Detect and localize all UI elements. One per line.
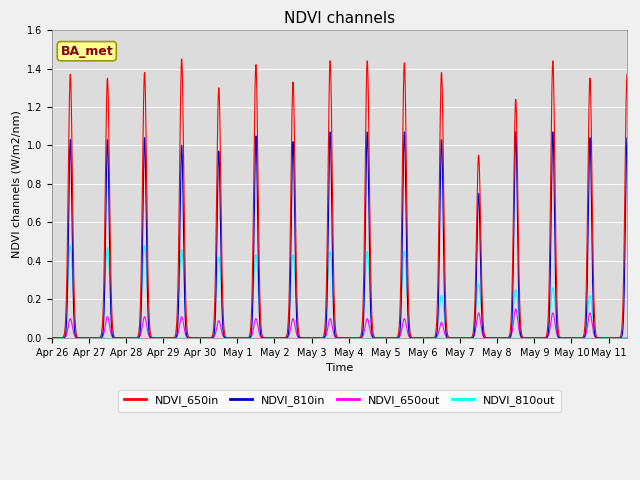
- NDVI_810in: [549, 129, 557, 135]
- NDVI_650in: [493, 335, 501, 341]
- NDVI_810out: [493, 335, 501, 341]
- NDVI_810in: [623, 135, 631, 141]
- Text: BA_met: BA_met: [60, 45, 113, 58]
- NDVI_650in: [178, 56, 186, 62]
- Title: NDVI channels: NDVI channels: [284, 11, 395, 26]
- Line: NDVI_810in: NDVI_810in: [52, 132, 627, 338]
- NDVI_650out: [246, 335, 254, 340]
- NDVI_650out: [493, 335, 501, 341]
- NDVI_810out: [48, 335, 56, 341]
- NDVI_810in: [493, 335, 501, 341]
- NDVI_810in: [291, 190, 298, 195]
- NDVI_650out: [623, 335, 631, 341]
- Line: NDVI_650out: NDVI_650out: [52, 309, 627, 338]
- NDVI_650out: [280, 335, 288, 341]
- Legend: NDVI_650in, NDVI_810in, NDVI_650out, NDVI_810out: NDVI_650in, NDVI_810in, NDVI_650out, NDV…: [118, 390, 561, 412]
- NDVI_650in: [291, 131, 298, 136]
- NDVI_810out: [67, 243, 74, 249]
- NDVI_650out: [48, 335, 56, 341]
- NDVI_650in: [623, 72, 631, 77]
- NDVI_650in: [48, 335, 56, 341]
- NDVI_810out: [291, 264, 298, 270]
- NDVI_810in: [549, 130, 557, 135]
- NDVI_650in: [247, 326, 255, 332]
- Y-axis label: NDVI channels (W/m2/nm): NDVI channels (W/m2/nm): [11, 110, 21, 258]
- NDVI_650out: [291, 319, 298, 325]
- NDVI_650in: [549, 58, 557, 64]
- NDVI_810out: [623, 335, 631, 341]
- NDVI_810out: [247, 328, 255, 334]
- Line: NDVI_650in: NDVI_650in: [52, 59, 627, 338]
- Line: NDVI_810out: NDVI_810out: [52, 246, 627, 338]
- NDVI_810out: [254, 276, 262, 281]
- NDVI_650out: [254, 323, 262, 328]
- NDVI_810in: [246, 334, 254, 340]
- X-axis label: Time: Time: [326, 363, 353, 373]
- NDVI_650out: [512, 306, 520, 312]
- NDVI_810in: [254, 228, 262, 234]
- NDVI_810out: [549, 285, 557, 291]
- NDVI_650in: [280, 335, 288, 341]
- NDVI_650out: [549, 310, 557, 316]
- NDVI_810in: [280, 335, 288, 341]
- NDVI_810in: [48, 335, 56, 341]
- NDVI_650in: [254, 162, 262, 168]
- NDVI_810out: [280, 335, 288, 341]
